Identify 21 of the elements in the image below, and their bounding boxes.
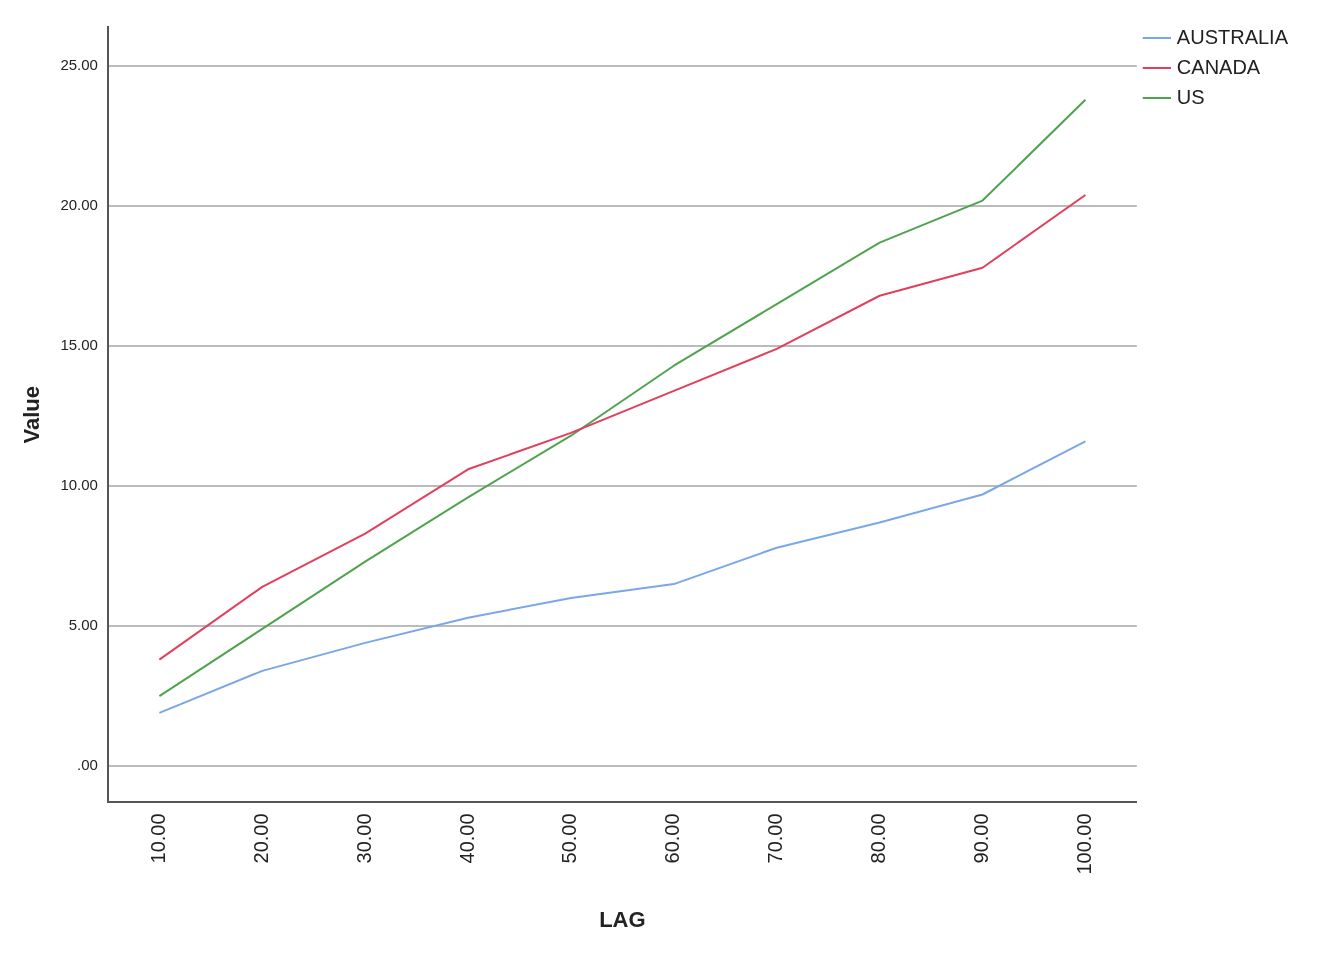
x-tick-label: 30.00 xyxy=(352,813,375,864)
legend-label: AUSTRALIA xyxy=(1176,25,1289,48)
x-tick-label: 80.00 xyxy=(867,813,890,864)
x-tick-label: 60.00 xyxy=(661,813,684,864)
x-axis-title: LAG xyxy=(599,906,646,932)
y-tick-label: 10.00 xyxy=(60,476,98,494)
y-tick-label: 25.00 xyxy=(60,56,98,74)
y-tick-label: 5.00 xyxy=(68,616,98,634)
x-tick-label: 40.00 xyxy=(455,813,478,864)
y-tick-label: 15.00 xyxy=(60,336,98,354)
legend-label: CANADA xyxy=(1176,55,1261,78)
legend-label: US xyxy=(1176,85,1205,108)
x-tick-label: 70.00 xyxy=(764,813,787,864)
x-tick-label: 50.00 xyxy=(558,813,581,864)
x-tick-label: 10.00 xyxy=(146,813,169,864)
x-tick-label: 100.00 xyxy=(1072,813,1095,875)
y-tick-label: 20.00 xyxy=(60,196,98,214)
y-axis-title: Value xyxy=(19,385,45,444)
y-tick-label: .00 xyxy=(77,756,98,774)
x-tick-label: 20.00 xyxy=(249,813,272,864)
x-tick-label: 90.00 xyxy=(970,813,993,864)
